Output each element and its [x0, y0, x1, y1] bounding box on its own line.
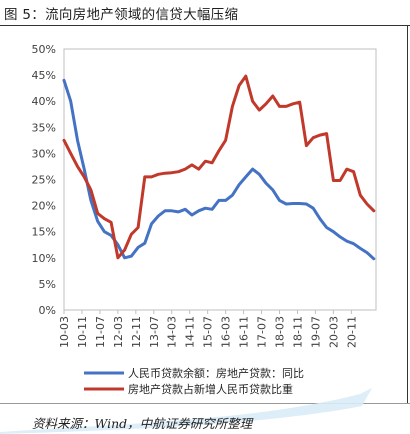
x-tick-label: 19-07 [309, 316, 322, 348]
source-note: 资料来源：Wind，中航证券研究所整理 [32, 416, 253, 431]
watermark-swoosh [0, 388, 372, 434]
y-tick-label: 30% [32, 147, 56, 160]
x-tick-label: 14-03 [166, 316, 179, 348]
x-tick-label: 16-11 [238, 316, 251, 348]
x-tick-label: 20-03 [327, 316, 340, 348]
y-tick-label: 40% [32, 95, 56, 108]
y-tick-label: 0% [39, 304, 56, 317]
y-tick-label: 10% [32, 252, 56, 265]
x-tick-label: 10-03 [58, 316, 71, 348]
series-line-2 [62, 74, 376, 260]
watermark-swoosh-shape [0, 388, 372, 434]
bottom-rule [0, 403, 410, 404]
x-tick-label: 18-03 [273, 316, 286, 348]
x-tick-label: 16-03 [220, 316, 233, 348]
y-tick-label: 15% [32, 226, 56, 239]
y-tick-label: 20% [32, 200, 56, 213]
series-line-1 [62, 78, 376, 261]
x-tick-label: 12-03 [112, 316, 125, 348]
y-tick-label: 50% [32, 43, 56, 56]
title-rule [0, 25, 410, 26]
x-tick-label: 18-11 [291, 316, 304, 348]
plot-area-frame [63, 48, 377, 311]
x-tick-label: 20-11 [345, 316, 358, 348]
x-tick-label: 15-07 [202, 316, 215, 348]
y-tick-label: 45% [32, 69, 56, 82]
y-tick-label: 5% [39, 278, 56, 291]
y-tick-label: 35% [32, 121, 56, 134]
x-tick-label: 11-07 [94, 316, 107, 348]
frame-right-rule [407, 25, 408, 403]
x-tick-label: 12-11 [130, 316, 143, 348]
x-tick-label: 10-11 [76, 316, 89, 348]
x-tick-label: 17-07 [256, 316, 269, 348]
x-tick-label: 14-11 [184, 316, 197, 348]
chart-svg: 0% 5% 10% 15% 20% 25% 30% 35% 40% 45% 50% 10-03 10-1… [32, 43, 377, 396]
legend-label-2: 房地产贷款占新增人民币贷款比重 [128, 382, 293, 396]
x-tick-label: 13-07 [148, 316, 161, 348]
figure-title: 图 5：流向房地产领域的信贷大幅压缩 [4, 7, 239, 23]
y-tick-label: 25% [32, 174, 56, 187]
legend-label-1: 人民币贷款余额：房地产贷款：同比 [128, 366, 304, 380]
